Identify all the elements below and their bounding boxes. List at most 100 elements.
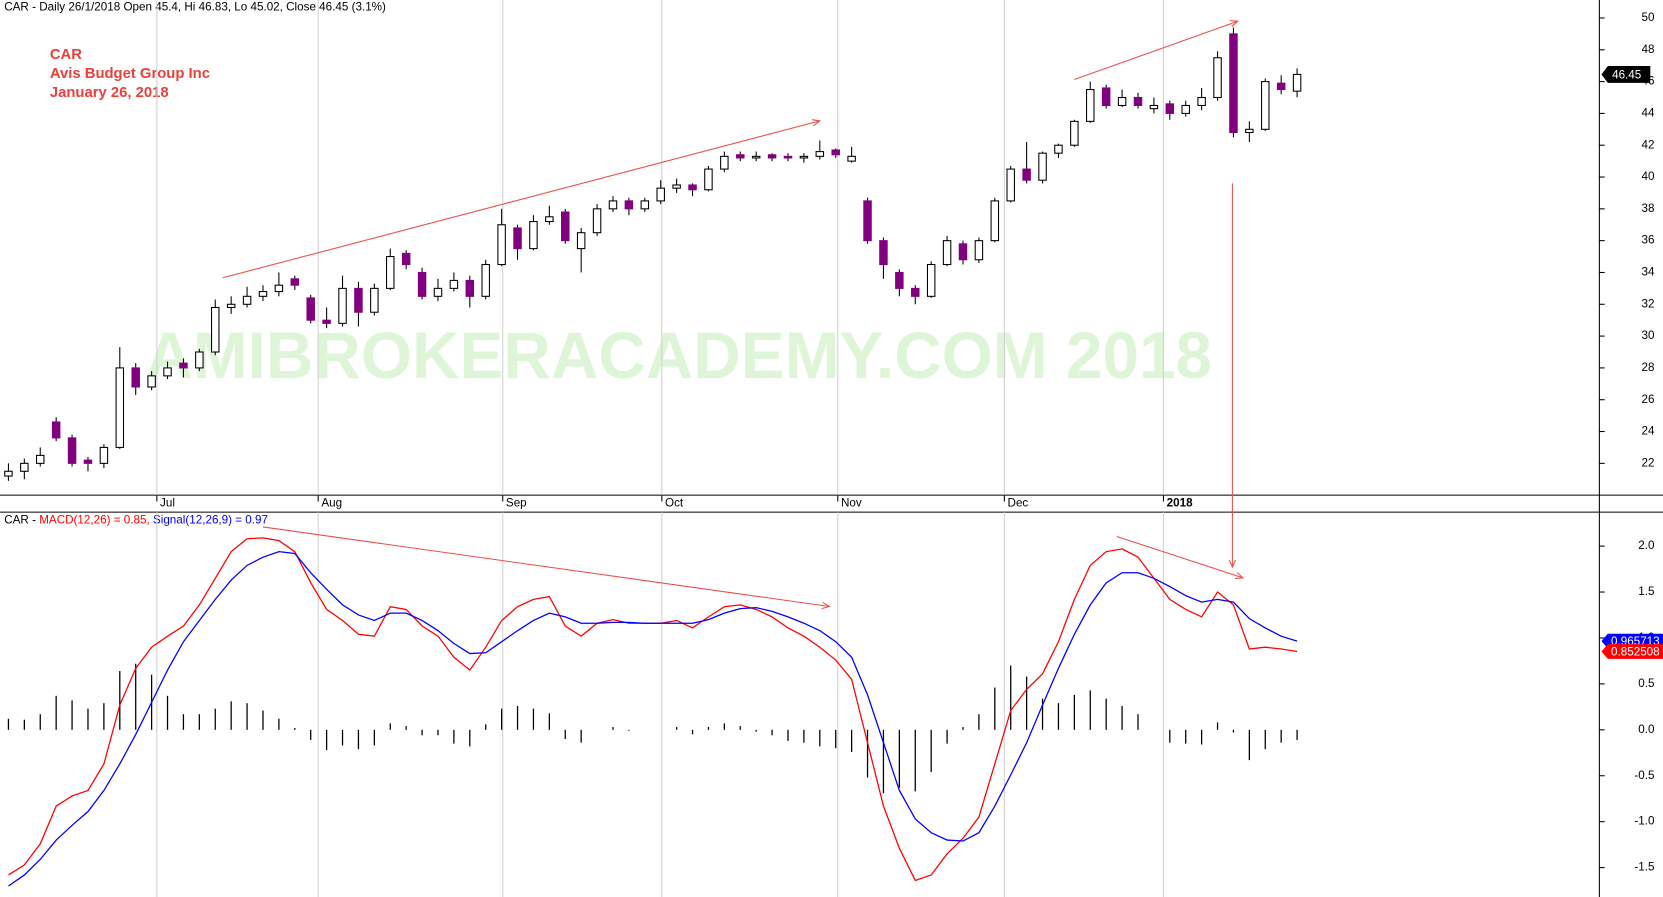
candle-body bbox=[1292, 73, 1302, 92]
candle-body bbox=[338, 287, 347, 324]
candle-body bbox=[242, 295, 252, 305]
candle-body bbox=[1006, 168, 1015, 202]
candle-body bbox=[895, 271, 904, 289]
y-tick-label: 48 bbox=[1642, 43, 1655, 56]
x-tick-label: Dec bbox=[1008, 497, 1029, 510]
candle-body bbox=[417, 271, 427, 297]
candle-body bbox=[306, 297, 315, 321]
candle-body bbox=[704, 168, 713, 191]
candle-body bbox=[926, 263, 936, 297]
candle-body bbox=[1038, 152, 1047, 181]
candle-body bbox=[767, 154, 777, 159]
annotation: January 26, 2018 bbox=[50, 85, 169, 101]
y-tick-label: -1.0 bbox=[1634, 815, 1655, 828]
candle-body bbox=[370, 287, 379, 313]
candle-body bbox=[640, 200, 650, 210]
candle-body bbox=[847, 155, 856, 162]
candle-body bbox=[1022, 168, 1031, 181]
candle-body bbox=[226, 303, 236, 308]
candle-body bbox=[815, 151, 825, 157]
candle-body bbox=[879, 240, 888, 266]
arrow bbox=[1074, 21, 1237, 81]
candle-body bbox=[36, 454, 45, 464]
candle-body bbox=[449, 279, 459, 289]
candle-body bbox=[831, 149, 840, 156]
candle-body bbox=[1181, 104, 1190, 114]
legend-entry: MACD(12,26) = 0.85, bbox=[39, 514, 149, 527]
candle-body bbox=[1086, 89, 1095, 122]
chart-title: CAR - Daily 26/1/2018 Open 45.4, Hi 46.8… bbox=[4, 1, 386, 14]
y-tick-label: 22 bbox=[1642, 456, 1655, 469]
y-tick-label: 32 bbox=[1642, 297, 1655, 310]
annotation: Avis Budget Group Inc bbox=[50, 66, 210, 82]
candle-body bbox=[1101, 87, 1111, 106]
candle-body bbox=[481, 263, 490, 297]
candle-body bbox=[1261, 81, 1270, 130]
candle-body bbox=[1197, 96, 1206, 106]
candle-body bbox=[51, 421, 61, 439]
x-tick-label: Nov bbox=[841, 497, 862, 510]
y-tick-label: 2.0 bbox=[1638, 539, 1655, 552]
y-tick-label: 26 bbox=[1642, 393, 1655, 406]
y-tick-label: 42 bbox=[1642, 138, 1655, 151]
x-tick-label: 2018 bbox=[1167, 497, 1193, 510]
y-tick-label: 30 bbox=[1642, 329, 1655, 342]
candle-body bbox=[561, 211, 570, 242]
x-tick-label: Sep bbox=[506, 497, 527, 510]
y-tick-label: 0.5 bbox=[1638, 677, 1654, 690]
y-tick-label: 38 bbox=[1642, 202, 1655, 215]
candle-body bbox=[1245, 128, 1254, 134]
candle-body bbox=[529, 221, 538, 250]
candle-body bbox=[608, 200, 618, 210]
candle-body bbox=[1165, 103, 1175, 114]
candle-body bbox=[688, 184, 697, 191]
candle-body bbox=[497, 224, 506, 266]
y-tick-label: 44 bbox=[1642, 106, 1655, 119]
candle-body bbox=[1276, 82, 1286, 91]
y-tick-label: -1.5 bbox=[1634, 861, 1654, 874]
candle-body bbox=[163, 367, 172, 377]
candle-body bbox=[354, 287, 363, 313]
candle-body bbox=[83, 459, 93, 464]
y-tick-label: -0.5 bbox=[1634, 769, 1654, 782]
y-tick-label: 1.5 bbox=[1638, 585, 1654, 598]
candle-body bbox=[274, 284, 284, 293]
candle-body bbox=[1213, 57, 1222, 99]
candle-body bbox=[672, 184, 681, 189]
candle-body bbox=[974, 240, 984, 261]
x-tick-label: Aug bbox=[321, 497, 342, 510]
y-tick-label: 28 bbox=[1642, 361, 1655, 374]
y-tick-label: 40 bbox=[1642, 170, 1655, 183]
x-tick-label: Oct bbox=[665, 497, 684, 510]
x-tick-label: Jul bbox=[160, 497, 175, 510]
candle-body bbox=[656, 187, 665, 202]
candle-body bbox=[322, 319, 331, 324]
trend-arrows bbox=[222, 21, 1243, 607]
candle-body bbox=[1117, 96, 1127, 106]
candle-body bbox=[513, 227, 522, 250]
candle-body bbox=[751, 155, 761, 159]
candle-body bbox=[1133, 96, 1143, 106]
candle-body bbox=[1054, 144, 1063, 154]
candle-body bbox=[1070, 120, 1079, 146]
last-value-label: 46.45 bbox=[1612, 69, 1641, 82]
macd-title: CAR - bbox=[4, 514, 36, 527]
candle-body bbox=[863, 200, 872, 242]
last-value-tag bbox=[1601, 644, 1663, 659]
candle-body bbox=[1229, 33, 1238, 134]
candle-body bbox=[386, 256, 395, 289]
last-value-label: 0.852508 bbox=[1611, 646, 1660, 659]
arrow bbox=[262, 526, 829, 607]
macd-header: CAR - MACD(12,26) = 0.85, Signal(12,26,9… bbox=[4, 514, 268, 527]
candle-body bbox=[799, 155, 809, 159]
y-tick-label: 0.0 bbox=[1638, 723, 1655, 736]
watermark: AMIBROKERACADEMY.COM 2018 bbox=[145, 318, 1212, 392]
candle-body bbox=[195, 351, 204, 369]
candle-body bbox=[179, 362, 188, 369]
candle-body bbox=[736, 154, 745, 159]
candle-body bbox=[576, 232, 586, 250]
candle-body bbox=[131, 367, 140, 388]
